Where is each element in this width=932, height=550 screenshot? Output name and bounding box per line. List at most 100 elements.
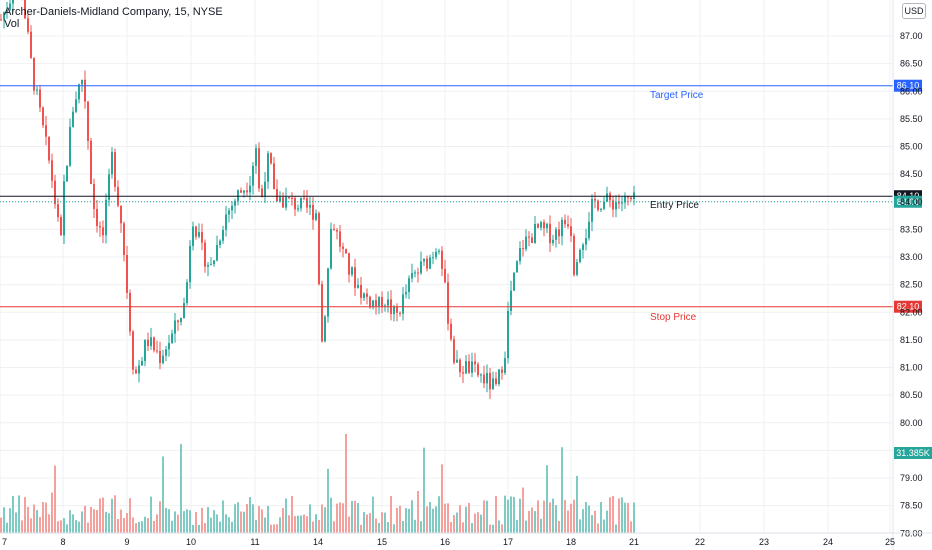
candle-body xyxy=(306,198,308,208)
candle-body xyxy=(324,316,326,342)
volume-bar xyxy=(633,502,635,533)
candle-body xyxy=(624,195,626,203)
price-tick-label: 86.50 xyxy=(900,59,923,69)
time-tick-label: 18 xyxy=(566,537,576,547)
candle-body xyxy=(330,228,332,269)
candle-body xyxy=(492,378,494,390)
price-line-tag xyxy=(894,195,922,208)
candle-body xyxy=(276,189,278,202)
candle-body xyxy=(411,272,413,279)
volume-bar xyxy=(378,522,380,533)
time-tick-label: 21 xyxy=(629,537,639,547)
candle-body xyxy=(528,236,530,238)
volume-bar xyxy=(240,511,242,533)
volume-bar xyxy=(123,518,125,533)
candle-body xyxy=(435,251,437,258)
candle-body xyxy=(75,99,77,112)
candle-body xyxy=(591,198,593,222)
candle-body xyxy=(423,258,425,262)
volume-bar xyxy=(183,511,185,533)
volume-bar xyxy=(396,507,398,533)
candle-body xyxy=(504,358,506,373)
candle-body xyxy=(405,292,407,295)
volume-bar xyxy=(459,505,461,533)
volume-bar xyxy=(21,520,23,533)
volume-bar xyxy=(117,518,119,533)
price-tick-label: 81.00 xyxy=(900,363,923,373)
candle-body xyxy=(282,197,284,208)
volume-bar xyxy=(231,521,233,533)
candle-body xyxy=(612,200,614,210)
candle-body xyxy=(27,18,29,32)
volume-bar xyxy=(564,500,566,533)
candle-body xyxy=(345,248,347,254)
candle-body xyxy=(252,165,254,186)
candle-body xyxy=(336,230,338,232)
volume-bar xyxy=(3,507,5,533)
candle-body xyxy=(39,89,41,108)
volume-bar xyxy=(441,464,443,533)
candle-body xyxy=(513,272,515,291)
candle-body xyxy=(141,360,143,366)
line-label: Entry Price xyxy=(650,200,699,211)
candle-body xyxy=(549,223,551,244)
time-tick-label: 25 xyxy=(885,537,895,547)
candle-body xyxy=(243,190,245,193)
candle-body xyxy=(120,205,122,224)
volume-bar xyxy=(246,503,248,533)
candle-body xyxy=(582,244,584,250)
candle-body xyxy=(147,339,149,347)
price-tick-label: 82.50 xyxy=(900,280,923,290)
volume-bar xyxy=(576,475,578,533)
candle-body xyxy=(480,374,482,376)
volume-bar xyxy=(273,524,275,533)
volume-bar xyxy=(471,522,473,533)
candle-body xyxy=(327,268,329,317)
volume-bar xyxy=(267,505,269,533)
candle-body xyxy=(396,306,398,313)
volume-bar xyxy=(339,502,341,533)
volume-bar xyxy=(204,523,206,533)
candle-body xyxy=(456,359,458,363)
candle-body xyxy=(441,250,443,269)
candle-body xyxy=(201,232,203,243)
volume-bar xyxy=(594,510,596,533)
volume-bar xyxy=(195,512,197,533)
candle-body xyxy=(579,249,581,263)
volume-bar xyxy=(150,496,152,533)
time-tick-label: 11 xyxy=(250,537,259,547)
volume-bar xyxy=(546,465,548,533)
candle-body xyxy=(63,181,65,236)
volume-bar xyxy=(213,510,215,533)
volume-bar xyxy=(99,498,101,533)
candle-body xyxy=(135,369,137,374)
volume-bar xyxy=(381,512,383,533)
candle-body xyxy=(123,223,125,256)
currency-button[interactable]: USD xyxy=(902,3,926,19)
price-tick-label: 85.00 xyxy=(900,142,923,152)
candle-body xyxy=(165,349,167,356)
candle-body xyxy=(459,359,461,373)
candle-body xyxy=(606,193,608,202)
candle-body xyxy=(33,57,35,91)
candle-body xyxy=(471,361,473,373)
price-tick-label: 86.00 xyxy=(900,86,923,96)
volume-bar xyxy=(315,514,317,533)
candle-body xyxy=(60,217,62,236)
candle-body xyxy=(501,369,503,373)
price-line-tag-label: 86.10 xyxy=(897,81,920,91)
volume-bar xyxy=(156,514,158,533)
volume-bar xyxy=(390,495,392,533)
volume-bar xyxy=(192,524,194,533)
candle-body xyxy=(90,140,92,184)
candle-body xyxy=(168,343,170,350)
volume-bar xyxy=(507,499,509,533)
volume-bar xyxy=(162,456,164,533)
volume-bar xyxy=(462,522,464,533)
volume-bar xyxy=(456,512,458,533)
candle-body xyxy=(0,19,2,21)
volume-bar xyxy=(147,518,149,533)
volume-bar xyxy=(483,500,485,533)
